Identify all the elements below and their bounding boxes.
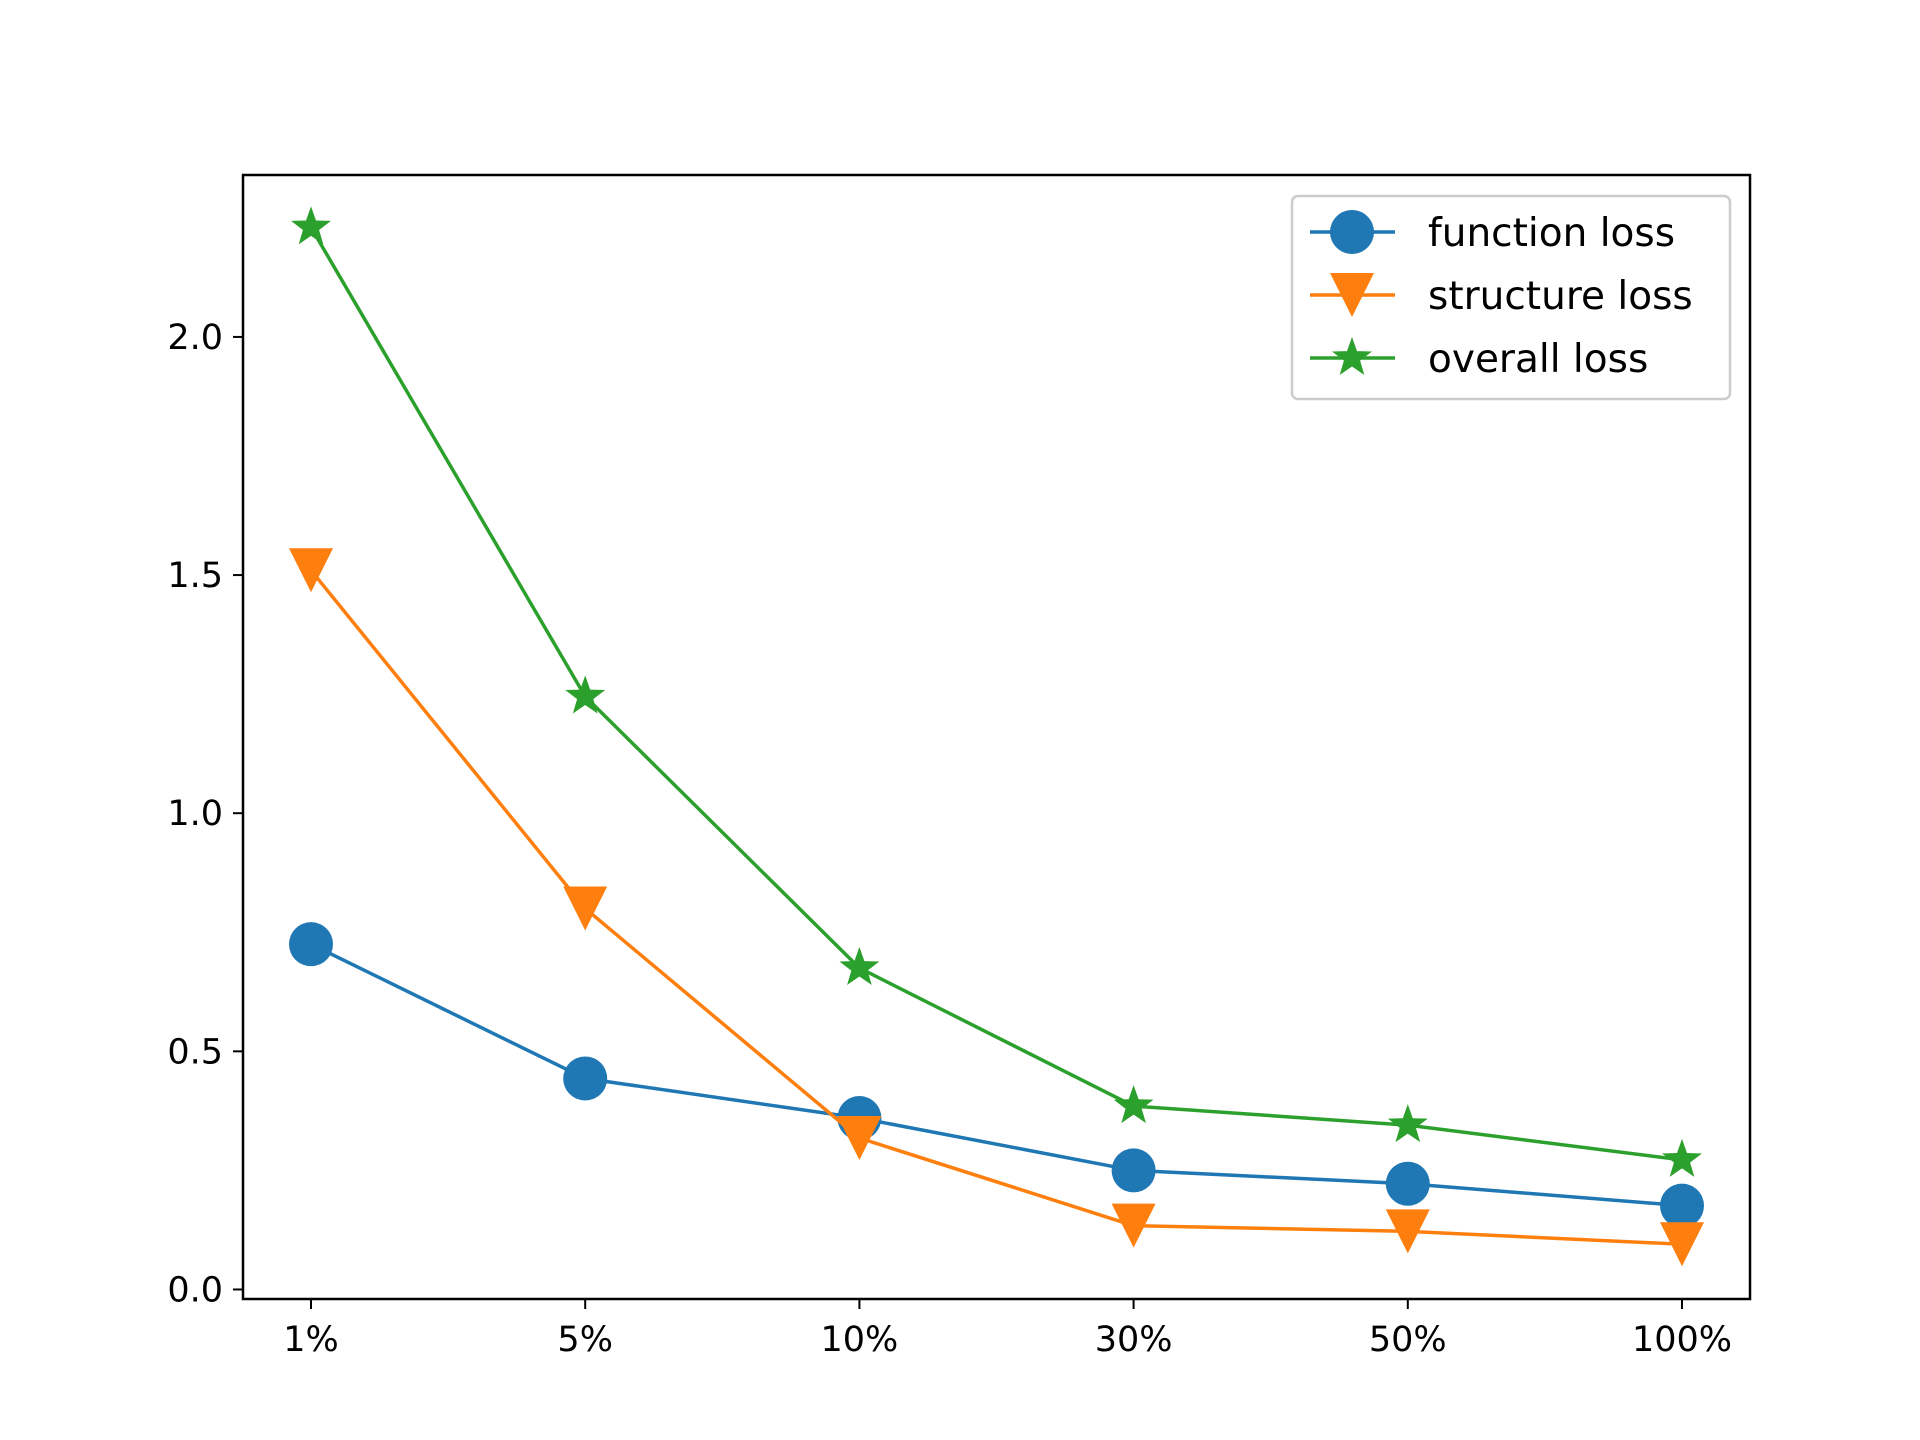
x-tick-label: 30% (1095, 1320, 1173, 1360)
data-point-structure-loss (563, 886, 608, 931)
data-point-function-loss (1660, 1183, 1704, 1228)
data-point-overall-loss (1387, 1104, 1428, 1143)
y-tick-label: 0.5 (167, 1032, 223, 1072)
y-tick-label: 0.0 (167, 1270, 223, 1310)
x-tick-label: 5% (557, 1320, 613, 1360)
series-line-function-loss (308, 941, 1684, 1208)
data-point-structure-loss (289, 548, 333, 593)
y-tick-label: 1.0 (167, 794, 223, 834)
series-overall-loss (291, 206, 1702, 1177)
legend-marker-overall-loss (1332, 337, 1372, 375)
data-point-function-loss (1385, 1161, 1430, 1206)
series-layer (289, 206, 1704, 1267)
data-point-overall-loss (291, 206, 331, 245)
plot-frame (241, 173, 1752, 1301)
x-axis: 1% 5% 10% 30% 50% 100% (283, 1299, 1732, 1360)
legend-item-overall-loss: overall loss (1310, 337, 1648, 382)
data-point-structure-loss (1660, 1222, 1704, 1267)
data-point-structure-loss (1385, 1209, 1430, 1254)
series-structure-loss (289, 548, 1704, 1267)
data-point-function-loss (289, 922, 333, 967)
y-tick-label: 1.5 (167, 556, 223, 596)
data-point-structure-loss (837, 1116, 882, 1161)
data-point-overall-loss (565, 675, 606, 714)
legend: function loss structure loss overall loss (1290, 194, 1732, 401)
legend-item-structure-loss: structure loss (1310, 273, 1693, 319)
series-line-structure-loss (308, 567, 1684, 1247)
series-function-loss (289, 922, 1704, 1228)
data-point-function-loss (563, 1056, 608, 1101)
x-tick-label: 100% (1632, 1320, 1732, 1360)
x-tick-label: 1% (283, 1320, 339, 1360)
legend-box (1290, 194, 1732, 401)
data-point-overall-loss (1113, 1085, 1154, 1124)
y-tick-label: 2.0 (167, 318, 223, 358)
data-point-structure-loss (1111, 1203, 1156, 1248)
y-axis: 0.0 0.5 1.0 1.5 2.0 (167, 318, 243, 1310)
legend-item-function-loss: function loss (1310, 210, 1675, 256)
x-tick-label: 50% (1369, 1320, 1447, 1360)
series-line-overall-loss (308, 224, 1684, 1162)
legend-label: function loss (1428, 211, 1675, 256)
legend-label: structure loss (1428, 274, 1693, 319)
legend-marker-function-loss (1330, 210, 1374, 254)
legend-label: overall loss (1428, 337, 1648, 382)
data-point-overall-loss (1662, 1138, 1702, 1177)
x-tick-label: 10% (821, 1320, 899, 1360)
data-point-function-loss (1111, 1148, 1156, 1193)
legend-marker-structure-loss (1330, 273, 1374, 317)
data-point-overall-loss (839, 946, 880, 985)
